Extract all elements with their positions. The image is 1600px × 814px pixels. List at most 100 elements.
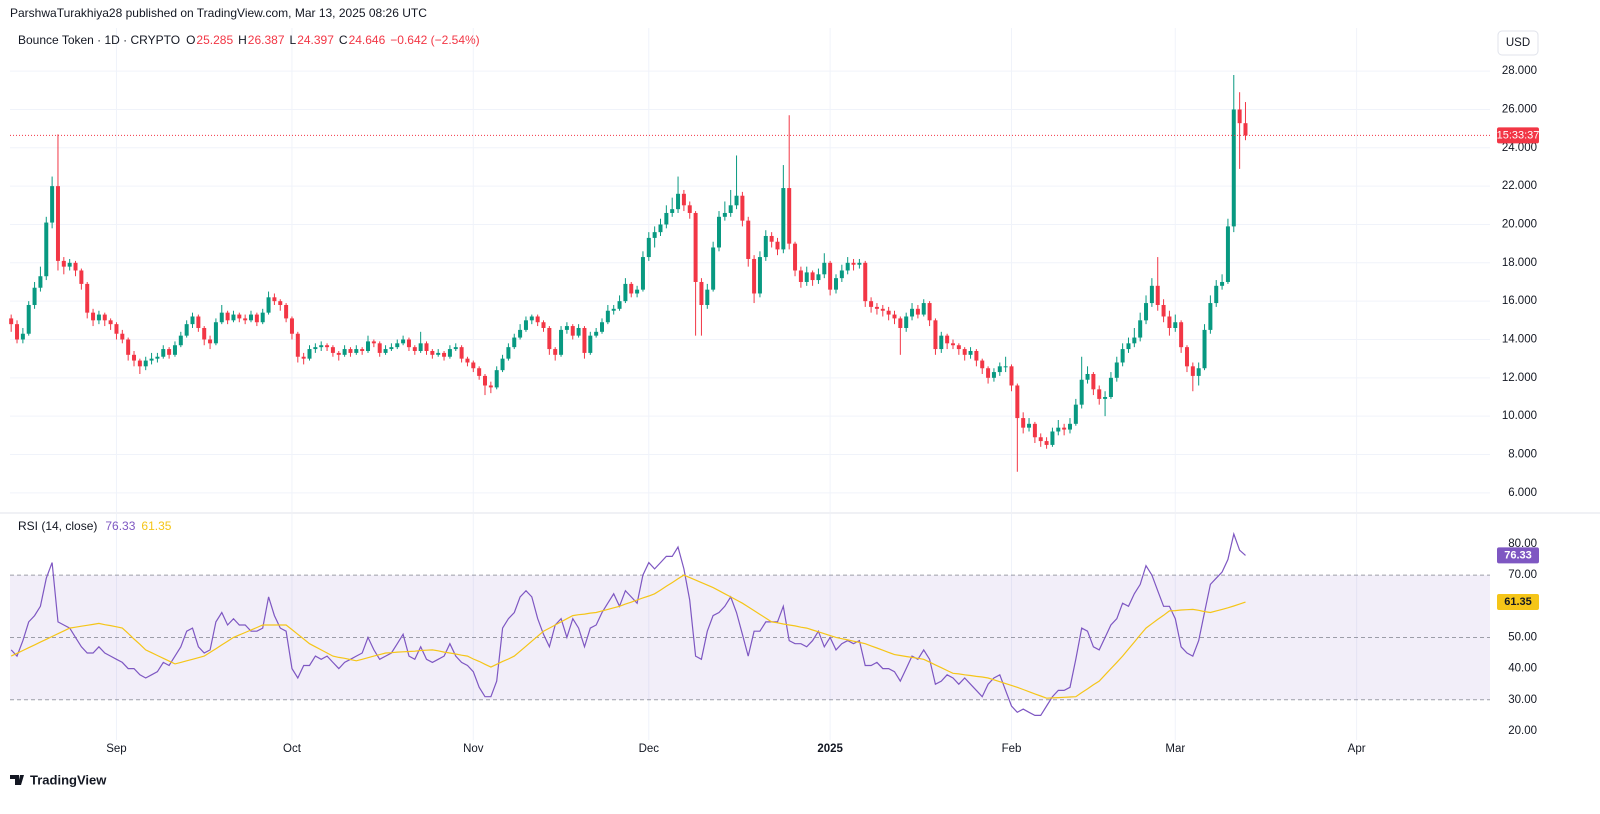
legend-value: 61.35 [141, 519, 171, 533]
candle-body [330, 347, 335, 353]
y-tick-label: 80.00 [1508, 538, 1537, 550]
candle-body [50, 186, 55, 223]
candle-body [61, 260, 66, 267]
candle-body [640, 257, 645, 290]
ohlc-label: L [290, 33, 297, 47]
candle-body [1138, 320, 1143, 338]
candle-body [506, 347, 511, 359]
candle-body [1149, 285, 1154, 304]
candle-body [447, 349, 452, 357]
candle-body [1044, 441, 1049, 445]
candle-body [1114, 362, 1119, 378]
y-tick-label: 50.00 [1508, 631, 1537, 643]
candle-body [822, 262, 827, 275]
candle-body [564, 326, 569, 330]
attribution: ParshwaTurakhiya28 published on TradingV… [10, 6, 427, 20]
y-tick-label: 22.000 [1502, 180, 1537, 192]
candle-body [588, 335, 593, 353]
candle-body [342, 349, 347, 355]
candle-body [845, 262, 850, 271]
candle-body [933, 320, 938, 350]
axis-badge [1497, 547, 1539, 564]
candle-body [833, 278, 838, 290]
brand-logo: TradingView [10, 772, 107, 787]
candle-body [523, 320, 528, 330]
legend-value: 76.33 [105, 519, 135, 533]
candle-body [1015, 385, 1020, 419]
axis-badge-label: 61.35 [1504, 596, 1532, 608]
candle-body [284, 304, 289, 319]
candle-body [570, 326, 575, 336]
candle-body [406, 339, 411, 348]
candle-body [594, 331, 599, 336]
candle-body [769, 235, 774, 242]
candle-body [383, 349, 388, 353]
candle-body [1003, 366, 1008, 368]
candle-body [1038, 437, 1043, 442]
y-tick-label: 8.000 [1508, 449, 1537, 461]
candle-body [1021, 418, 1026, 428]
candle-body [950, 343, 955, 346]
candle-body [20, 333, 25, 340]
y-tick-label: 20.00 [1508, 725, 1537, 737]
ohlc-value: 26.387 [248, 33, 285, 47]
candle-body [781, 188, 786, 250]
candle-body [962, 349, 967, 355]
candle-body [208, 339, 213, 344]
candle-body [132, 354, 137, 361]
candle-body [1073, 404, 1078, 424]
candle-body [676, 193, 681, 210]
candle-body [471, 362, 476, 369]
candle-body [178, 335, 183, 346]
price-label-box [1497, 127, 1539, 144]
candle-body [1220, 281, 1225, 286]
candle-body [225, 312, 230, 321]
candle-body [1050, 431, 1055, 445]
candle-body [1214, 285, 1219, 304]
candle-body [465, 358, 470, 363]
candle-body [1009, 366, 1014, 386]
indicator-title: RSI (14, close) [18, 519, 97, 533]
y-tick-label: 40.00 [1508, 663, 1537, 675]
candle-body [1184, 347, 1189, 367]
candle-body [1108, 377, 1113, 397]
candle-body [921, 303, 926, 315]
candle-body [494, 370, 499, 388]
y-tick-label: 12.000 [1502, 372, 1537, 384]
candle-body [541, 322, 546, 328]
brand: TradingView [30, 772, 107, 787]
candle-body [254, 314, 259, 323]
candle-body [360, 349, 365, 351]
candle-body [699, 281, 704, 305]
currency: USD [1506, 37, 1530, 49]
candle-body [839, 270, 844, 279]
candle-body [670, 209, 675, 213]
candle-body [828, 262, 833, 290]
candle-body [869, 301, 874, 307]
candle-body [190, 316, 195, 325]
candle-body [202, 327, 207, 340]
y-tick-label: 14.000 [1502, 334, 1537, 346]
candle-body [266, 297, 271, 313]
candle-body [512, 337, 517, 348]
candle-body [816, 274, 821, 281]
y-tick-label: 6.000 [1508, 487, 1537, 499]
candle-body [1225, 226, 1230, 282]
candle-body [892, 314, 897, 319]
candle-body [196, 316, 201, 328]
candle-body [787, 188, 792, 244]
rsi-line [10, 574, 1246, 699]
candle-body [91, 312, 96, 321]
candle-body [102, 314, 107, 321]
candle-body [863, 262, 868, 302]
candle-body [477, 368, 482, 376]
candle-body [412, 347, 417, 351]
candle-body [1231, 109, 1236, 227]
x-tick-label: Feb [1002, 743, 1022, 755]
candle-body [418, 343, 423, 351]
candle-body [44, 222, 49, 277]
candle-body [85, 283, 90, 313]
candle-body [980, 360, 985, 369]
